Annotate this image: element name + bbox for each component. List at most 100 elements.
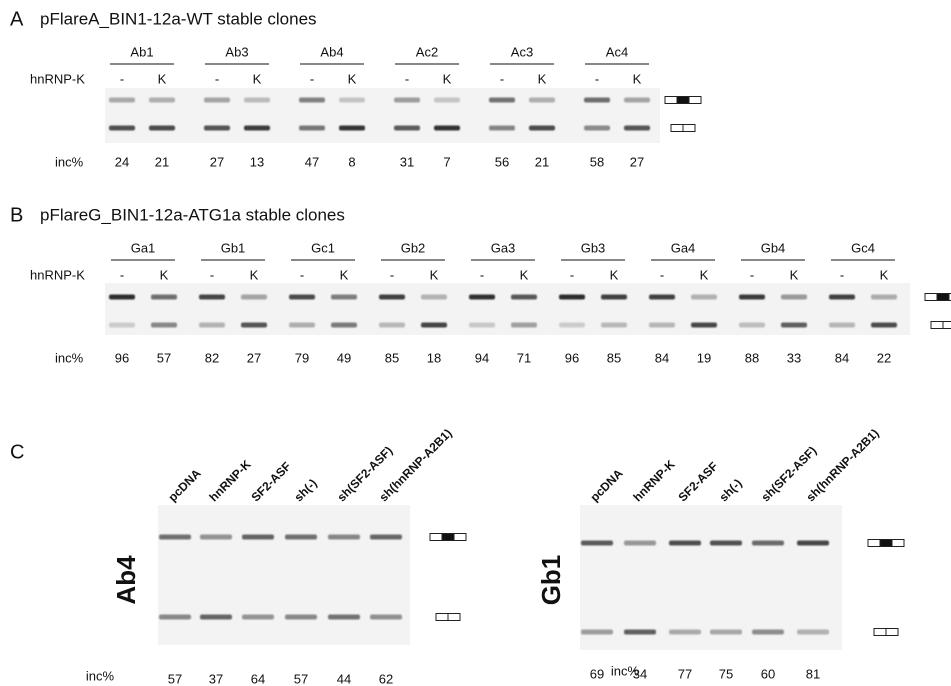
exon-icon (671, 125, 683, 132)
clone-label: Gb4 (761, 240, 786, 255)
exon-icon (689, 97, 701, 104)
gel-band (624, 541, 656, 546)
gel-band (200, 535, 232, 540)
exon-icon (925, 294, 937, 301)
gel-band (328, 615, 360, 620)
exon-icon (677, 97, 689, 104)
gel-name: Gb1 (536, 555, 566, 606)
gel-band (339, 98, 365, 103)
exon-icon (943, 322, 951, 329)
inc-value: 69 (590, 666, 604, 681)
gel-band (204, 126, 230, 131)
lane-label: pcDNA (587, 466, 625, 504)
lane-label: - (405, 71, 409, 86)
gel (158, 505, 410, 645)
inc-value: 21 (155, 154, 169, 169)
inc-value: 84 (835, 350, 849, 365)
lane-label: - (215, 71, 219, 86)
gel-band (829, 323, 855, 328)
lane-label: K (348, 71, 357, 86)
gel-band (601, 295, 627, 300)
gel-band (200, 615, 232, 620)
clone-label: Ac2 (416, 44, 438, 59)
inc-value: 18 (427, 350, 441, 365)
inc-value: 44 (337, 671, 351, 686)
clone-label: Ga1 (131, 240, 156, 255)
gel-band (871, 295, 897, 300)
inc-value: 60 (761, 666, 775, 681)
lane-label: K (250, 267, 259, 282)
gel-band (109, 126, 135, 131)
treatment-label: hnRNP-K (30, 267, 85, 282)
lane-label: hnRNP-K (206, 457, 253, 504)
gel-band (109, 295, 135, 300)
gel-band (691, 295, 717, 300)
gel-band (739, 323, 765, 328)
clone-label: Ga3 (491, 240, 516, 255)
clone-label: Gb1 (221, 240, 246, 255)
gel-band (624, 98, 650, 103)
gel-band (149, 126, 175, 131)
gel-band (434, 126, 460, 131)
lane-label: K (633, 71, 642, 86)
gel-band (781, 295, 807, 300)
gel-band (244, 126, 270, 131)
gel-band (199, 323, 225, 328)
exon-icon (683, 125, 695, 132)
gel-band (328, 535, 360, 540)
gel-band (584, 126, 610, 131)
inc-value: 71 (517, 350, 531, 365)
gel-band (469, 323, 495, 328)
gel-band (871, 323, 897, 328)
lane-label: SF2-ASF (675, 459, 720, 504)
exon-icon (937, 294, 949, 301)
inc-value: 27 (630, 154, 644, 169)
gel (105, 88, 660, 143)
gel-band (797, 541, 829, 546)
inc-value: 22 (877, 350, 891, 365)
clone-label: Gc4 (851, 240, 875, 255)
inc-value: 24 (115, 154, 129, 169)
lane-label: - (660, 267, 664, 282)
gel-band (739, 295, 765, 300)
gel-band (581, 541, 613, 546)
inc-value: 13 (250, 154, 264, 169)
gel-band (601, 323, 627, 328)
gel-band (584, 98, 610, 103)
lane-label: K (520, 267, 529, 282)
gel-band (151, 323, 177, 328)
lane-label: hnRNP-K (630, 457, 677, 504)
inc-value: 7 (443, 154, 450, 169)
lane-label: sh(-) (716, 476, 744, 504)
gel-band (394, 126, 420, 131)
gel-band (331, 323, 357, 328)
inc-value: 21 (535, 154, 549, 169)
inc-value: 58 (590, 154, 604, 169)
lane-label: K (340, 267, 349, 282)
clone-label: Ab1 (130, 44, 153, 59)
gel-band (797, 630, 829, 635)
inc-label: inc% (55, 350, 84, 365)
lane-label: - (120, 267, 124, 282)
gel-band (581, 630, 613, 635)
gel-band (529, 126, 555, 131)
inc-value: 27 (210, 154, 224, 169)
lane-label: sh(hnRNP-A2B1) (803, 426, 881, 504)
inc-value: 96 (115, 350, 129, 365)
gel-band (289, 323, 315, 328)
exon-icon (442, 534, 454, 541)
inc-label: inc% (55, 154, 84, 169)
lane-label: K (610, 267, 619, 282)
exon-icon (931, 322, 943, 329)
panel-letter: C (10, 441, 24, 463)
gel-band (289, 295, 315, 300)
lane-label: K (430, 267, 439, 282)
gel-band (781, 323, 807, 328)
inc-value: 56 (495, 154, 509, 169)
gel-band (285, 535, 317, 540)
gel-band (469, 295, 495, 300)
inc-value: 37 (209, 671, 223, 686)
lane-label: K (443, 71, 452, 86)
lane-label: - (300, 267, 304, 282)
inc-value: 77 (678, 666, 692, 681)
